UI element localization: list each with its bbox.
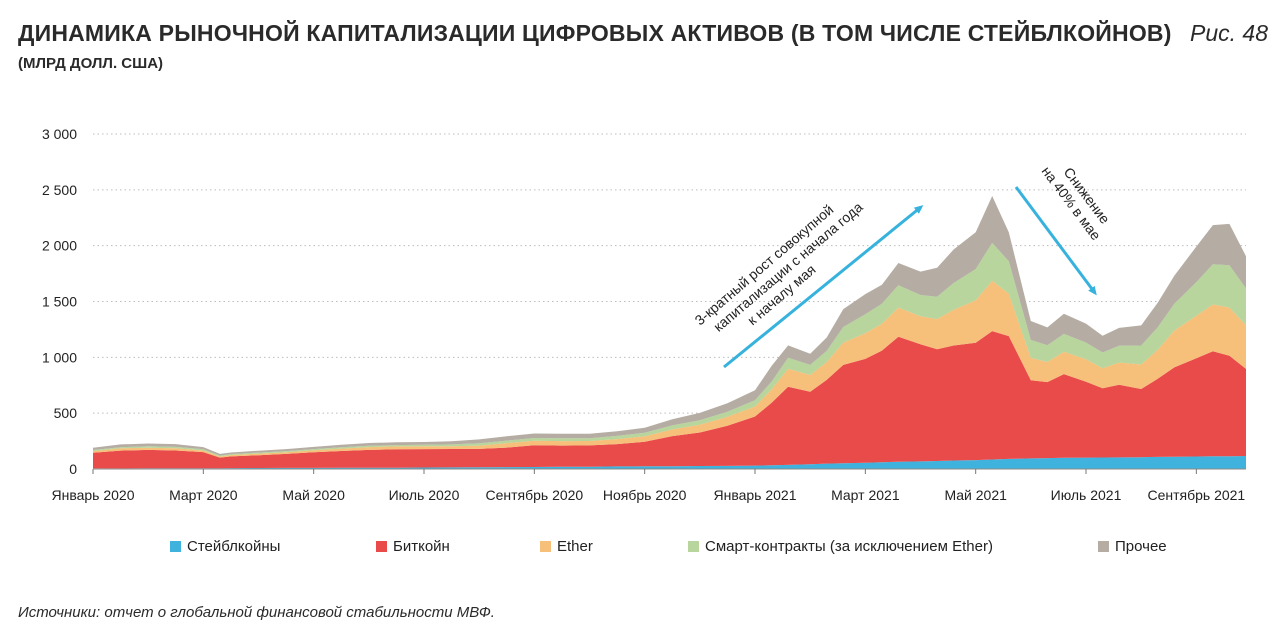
area-series-2 (93, 280, 1246, 458)
x-tick-label: Март 2020 (169, 487, 238, 503)
area-series-0 (93, 456, 1246, 469)
legend-item: Смарт-контракты (за исключением Ether) (688, 538, 993, 555)
area-series-4 (93, 196, 1246, 456)
market-cap-chart: 0 500 1 000 1 500 2 000 2 500 3 000 Январь 202… (42, 126, 1246, 503)
legend-swatch (688, 541, 699, 552)
legend-item: Прочее (1098, 538, 1167, 555)
decline-annotation: Снижение на 40% в мае (1039, 153, 1118, 243)
legend-item: Биткойн (376, 538, 450, 555)
x-tick-label: Март 2021 (831, 487, 900, 503)
source-note: Источники: отчет о глобальной финансовой… (18, 604, 495, 621)
legend-label: Ether (557, 538, 593, 555)
x-tick-label: Январь 2020 (51, 487, 134, 503)
legend-label: Смарт-контракты (за исключением Ether) (705, 538, 993, 555)
y-tick-label: 500 (54, 405, 78, 421)
growth-arrow (723, 205, 924, 369)
legend-swatch (1098, 541, 1109, 552)
area-series-1 (93, 331, 1246, 469)
y-tick-label: 1 000 (42, 349, 77, 365)
y-tick-label: 2 000 (42, 238, 77, 254)
x-axis-ticks: Январь 2020 Март 2020 Май 2020 Июль 2020 Сен… (51, 469, 1245, 503)
figure-label: Рис. 48 (1190, 20, 1268, 46)
legend-label: Стейблкойны (187, 538, 281, 555)
stacked-areas (93, 196, 1246, 470)
x-tick-label: Январь 2021 (713, 487, 796, 503)
y-tick-label: 1 500 (42, 294, 77, 310)
legend-swatch (540, 541, 551, 552)
chart-title: ДИНАМИКА РЫНОЧНОЙ КАПИТАЛИЗАЦИИ ЦИФРОВЫХ… (18, 20, 1172, 46)
chart-subtitle: (МЛРД ДОЛЛ. США) (18, 55, 164, 72)
legend-label: Биткойн (393, 538, 450, 555)
legend: Стейблкойны Биткойн Ether Смарт-контракты (… (0, 538, 1280, 560)
y-tick-label: 3 000 (42, 126, 77, 142)
x-tick-label: Май 2020 (282, 487, 345, 503)
x-tick-label: Июль 2020 (389, 487, 460, 503)
x-tick-label: Май 2021 (944, 487, 1007, 503)
legend-item: Ether (540, 538, 593, 555)
y-tick-label: 0 (69, 461, 77, 477)
y-tick-label: 2 500 (42, 182, 77, 198)
legend-label: Прочее (1115, 538, 1167, 555)
x-tick-label: Июль 2021 (1051, 487, 1122, 503)
legend-swatch (170, 541, 181, 552)
decline-arrow (1014, 186, 1097, 296)
legend-item: Стейблкойны (170, 538, 280, 555)
legend-swatch (376, 541, 387, 552)
x-tick-label: Сентябрь 2021 (1147, 487, 1245, 503)
x-tick-label: Сентябрь 2020 (485, 487, 583, 503)
x-tick-label: Ноябрь 2020 (603, 487, 687, 503)
area-series-3 (93, 242, 1246, 457)
y-axis-ticks: 0 500 1 000 1 500 2 000 2 500 3 000 (42, 126, 77, 477)
